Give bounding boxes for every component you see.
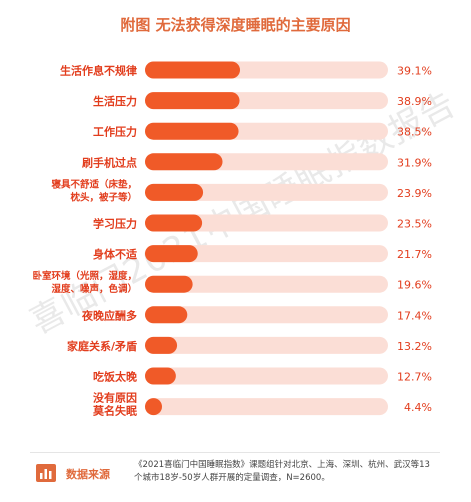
value-label: 31.9% bbox=[397, 156, 432, 169]
footer-source-text: 《2021喜临门中国睡眠指数》课题组针对北京、上海、深圳、杭州、武汉等13个城市… bbox=[134, 460, 430, 483]
footer-label: 数据来源 bbox=[66, 468, 110, 481]
category-label: 没有原因 bbox=[93, 391, 137, 405]
bar bbox=[145, 122, 239, 140]
category-label: 卧室环境（光照，湿度， bbox=[32, 270, 137, 282]
category-label: 枕头，被子等） bbox=[70, 191, 137, 203]
bar bbox=[145, 61, 241, 79]
category-label: 湿度、噪声，色调） bbox=[51, 283, 137, 295]
value-label: 17.4% bbox=[397, 309, 432, 322]
bar-track bbox=[145, 214, 388, 232]
bar-track bbox=[145, 306, 388, 324]
category-label: 生活压力 bbox=[93, 94, 137, 108]
bar-chart-icon bbox=[36, 464, 56, 482]
footer: 数据来源 《2021喜临门中国睡眠指数》课题组针对北京、上海、深圳、杭州、武汉等… bbox=[30, 452, 440, 493]
bar-track bbox=[145, 367, 388, 385]
bar-track bbox=[145, 183, 388, 201]
category-label: 寝具不舒适（床垫， bbox=[51, 178, 137, 190]
bar bbox=[145, 183, 204, 201]
bar bbox=[145, 153, 223, 171]
bar bbox=[145, 275, 193, 293]
chart-title: 附图 无法获得深度睡眠的主要原因 bbox=[120, 16, 351, 34]
value-label: 23.5% bbox=[397, 218, 432, 231]
value-label: 21.7% bbox=[397, 248, 432, 261]
category-label: 吃饭太晚 bbox=[93, 370, 137, 384]
category-label: 刷手机过点 bbox=[82, 155, 137, 169]
value-label: 39.1% bbox=[397, 65, 432, 78]
bar bbox=[145, 367, 176, 385]
value-label: 12.7% bbox=[397, 371, 432, 384]
value-label: 38.9% bbox=[397, 95, 432, 108]
category-label: 生活作息不规律 bbox=[60, 64, 137, 78]
category-label: 工作压力 bbox=[93, 125, 137, 139]
value-label: 4.4% bbox=[404, 401, 432, 414]
bar bbox=[145, 398, 162, 416]
category-label: 身体不适 bbox=[93, 247, 137, 261]
bar bbox=[145, 92, 240, 110]
bar bbox=[145, 336, 178, 354]
value-label: 19.6% bbox=[397, 279, 432, 292]
category-label: 家庭关系/矛盾 bbox=[67, 339, 137, 353]
bar-track bbox=[145, 275, 388, 293]
bar-track bbox=[145, 245, 388, 263]
value-label: 13.2% bbox=[397, 340, 432, 353]
category-label: 莫名失眠 bbox=[92, 404, 137, 418]
bar bbox=[145, 306, 188, 324]
category-label: 夜晚应酬多 bbox=[81, 308, 137, 322]
bar-chart: 生活作息不规律 39.1% 生活压力 38.9% 工作压力 38.5% 刷手机过点 31.9%… bbox=[32, 61, 432, 418]
bar-track bbox=[145, 336, 388, 354]
bar-track bbox=[145, 398, 388, 416]
bar bbox=[145, 245, 198, 263]
category-label: 学习压力 bbox=[93, 217, 137, 231]
bar bbox=[145, 214, 203, 232]
value-label: 38.5% bbox=[397, 126, 432, 139]
value-label: 23.9% bbox=[397, 187, 432, 200]
